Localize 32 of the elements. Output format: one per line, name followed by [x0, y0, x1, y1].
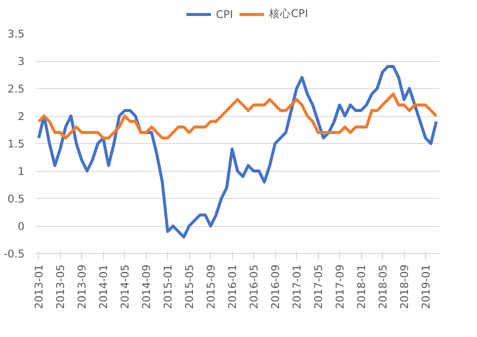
x-tick-label: 2013-05 — [54, 264, 68, 310]
x-tick-label: 2018-05 — [376, 264, 390, 310]
x-tick-label: 2014-09 — [140, 264, 154, 310]
line-series — [37, 92, 438, 140]
x-tick-label: 2017-01 — [290, 264, 304, 310]
y-tick-label: 1 — [18, 165, 24, 178]
x-tick-label: 2014-05 — [118, 264, 132, 310]
x-tick-label: 2013-09 — [76, 264, 89, 310]
x-tick-label: 2014-01 — [97, 264, 110, 310]
x-tick-label: 2016-01 — [226, 264, 240, 310]
x-tick-label: 2019-01 — [420, 264, 433, 310]
x-tick-label: 2015-09 — [204, 264, 218, 310]
x-tick-label: 2017-05 — [312, 264, 326, 310]
y-tick-label: -0.5 — [4, 248, 25, 260]
y-tick-label: 1.5 — [8, 138, 25, 150]
x-tick-label: 2016-05 — [248, 264, 261, 310]
y-tick-label: 0 — [18, 220, 25, 233]
y-tick-label: 3.5 — [8, 28, 25, 40]
x-tick-label: 2016-09 — [269, 264, 282, 310]
line-series — [37, 65, 438, 238]
x-tick-label: 2015-05 — [183, 264, 196, 310]
y-tick-label: 2 — [18, 110, 24, 123]
legend-label: 核心CPI — [268, 7, 308, 21]
x-tick-label: 2013-01 — [32, 264, 46, 310]
x-tick-label: 2018-01 — [355, 264, 368, 310]
y-tick-label: 0.5 — [8, 192, 25, 206]
x-tick-label: 2017-09 — [334, 264, 347, 310]
x-tick-label: 2015-01 — [162, 264, 175, 310]
y-tick-label: 3 — [18, 55, 24, 68]
x-tick-label: 2018-09 — [398, 264, 412, 310]
legend-label: CPI — [216, 8, 234, 20]
y-tick-label: 2.5 — [8, 82, 25, 96]
